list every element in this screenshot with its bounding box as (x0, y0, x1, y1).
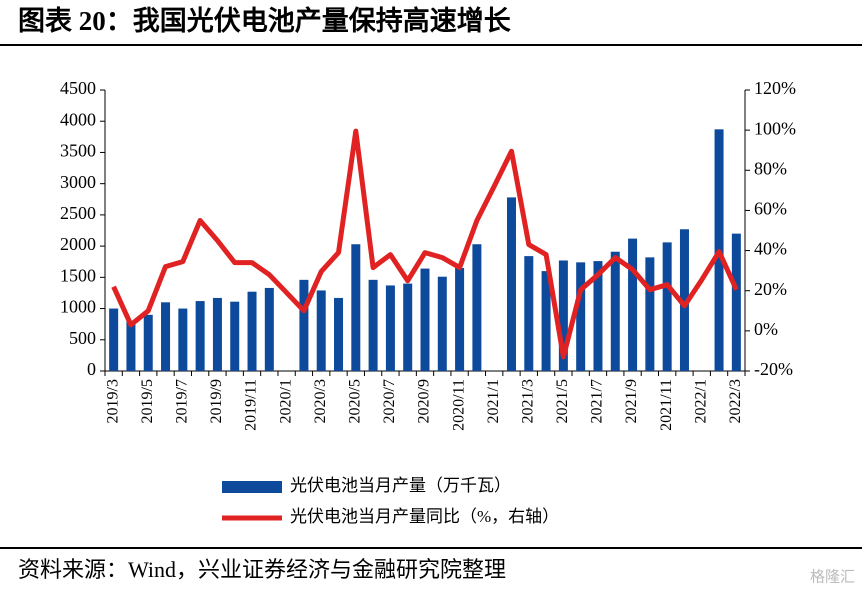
y-tick-label: 500 (69, 328, 96, 348)
bar (178, 308, 188, 371)
y2-tick-label: 0% (754, 319, 778, 339)
y2-tick-label: 100% (754, 118, 796, 138)
x-tick-label: 2021/3 (519, 379, 536, 423)
bar (541, 271, 551, 371)
x-tick-label: 2021/11 (658, 379, 675, 431)
y2-tick-label: 60% (754, 199, 787, 219)
bar (645, 257, 655, 371)
x-tick-label: 2019/5 (139, 379, 156, 423)
x-tick-label: 2020/1 (277, 379, 294, 423)
y-tick-label: 1000 (60, 297, 96, 317)
bar (472, 244, 482, 371)
x-tick-label: 2019/9 (208, 379, 225, 423)
x-tick-label: 2021/9 (623, 379, 640, 423)
bar (247, 291, 257, 371)
x-tick-label: 2021/5 (554, 379, 571, 423)
y-tick-label: 1500 (60, 265, 96, 285)
bar (230, 301, 240, 371)
bar (403, 283, 413, 371)
y-tick-label: 3000 (60, 172, 96, 192)
y-tick-label: 0 (87, 359, 96, 379)
legend-label: 光伏电池当月产量同比（%，右轴） (290, 507, 559, 526)
bar (299, 279, 309, 371)
bar (662, 242, 672, 371)
legend-label: 光伏电池当月产量（万千瓦） (290, 476, 511, 495)
bar (576, 262, 586, 371)
y-tick-label: 2500 (60, 203, 96, 223)
x-tick-label: 2020/3 (312, 379, 329, 423)
bar (264, 287, 274, 371)
bar (195, 301, 205, 371)
y2-tick-label: 80% (754, 158, 787, 178)
x-tick-label: 2020/9 (416, 379, 433, 423)
bar (455, 267, 465, 371)
x-tick-label: 2020/7 (381, 379, 398, 423)
watermark: 格隆汇 (810, 568, 855, 585)
bar (161, 302, 171, 371)
y-tick-label: 4000 (60, 109, 96, 129)
x-tick-label: 2022/3 (727, 379, 744, 423)
bar (679, 229, 689, 371)
y2-tick-label: 40% (754, 239, 787, 259)
source: 资料来源：Wind，兴业证券经济与金融研究院整理 (18, 557, 506, 582)
bar (385, 285, 395, 371)
bar (610, 251, 620, 371)
x-tick-label: 2022/1 (692, 379, 709, 423)
x-tick-label: 2019/3 (104, 379, 121, 423)
legend-swatch (222, 481, 282, 493)
bar (420, 268, 430, 371)
bar (628, 238, 638, 371)
bar (351, 244, 361, 371)
bar (143, 314, 153, 371)
bar (437, 276, 447, 371)
bar (506, 197, 516, 371)
x-tick-label: 2019/7 (174, 379, 191, 423)
y-tick-label: 4500 (60, 78, 96, 98)
bar (368, 279, 378, 371)
bar (524, 256, 534, 371)
bar (126, 321, 136, 371)
bar (593, 261, 603, 371)
chart-title: 图表 20：我国光伏电池产量保持高速增长 (18, 5, 512, 36)
bar (334, 297, 344, 371)
y-tick-label: 2000 (60, 234, 96, 254)
x-tick-label: 2020/11 (450, 379, 467, 431)
x-tick-label: 2021/1 (485, 379, 502, 423)
x-tick-label: 2021/7 (589, 379, 606, 423)
y2-tick-label: 120% (754, 78, 796, 98)
y2-tick-label: 20% (754, 279, 787, 299)
bar (316, 290, 326, 371)
x-tick-label: 2019/11 (243, 379, 260, 431)
bar (109, 308, 119, 371)
y2-tick-label: -20% (754, 359, 793, 379)
x-tick-label: 2020/5 (346, 379, 363, 423)
bar (731, 233, 741, 371)
bar (558, 260, 568, 371)
bar (212, 297, 222, 371)
line (111, 128, 739, 360)
y-tick-label: 3500 (60, 141, 96, 161)
